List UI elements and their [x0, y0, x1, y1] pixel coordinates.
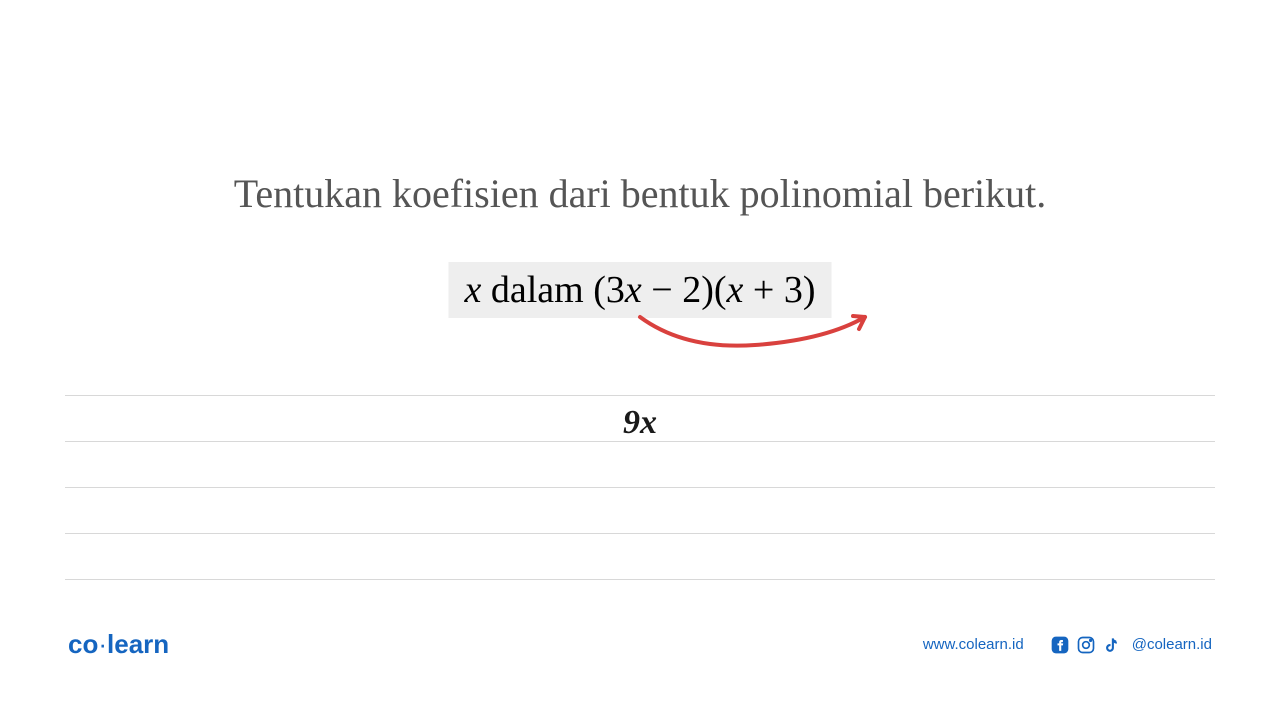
footer: co·learn www.colearn.id	[0, 629, 1280, 660]
website-url: www.colearn.id	[923, 636, 1024, 653]
paper-line	[65, 441, 1215, 487]
social-handle: @colearn.id	[1132, 636, 1212, 653]
paper-line	[65, 533, 1215, 579]
logo-part1: co	[68, 629, 98, 659]
slide-content: Tentukan koefisien dari bentuk polinomia…	[0, 0, 1280, 720]
social-group: @colearn.id	[1050, 635, 1212, 655]
instagram-icon	[1076, 635, 1096, 655]
curve-arrow-icon	[635, 305, 885, 355]
paper-line	[65, 579, 1215, 625]
logo-dot: ·	[98, 629, 107, 659]
tiktok-icon	[1102, 635, 1122, 655]
expr-x: x	[465, 269, 482, 311]
facebook-icon	[1050, 635, 1070, 655]
logo: co·learn	[68, 629, 169, 660]
handwritten-answer: 9x	[623, 404, 657, 442]
question-title: Tentukan koefisien dari bentuk polinomia…	[234, 170, 1047, 217]
expr-word: dalam	[481, 269, 593, 311]
logo-part2: learn	[107, 629, 169, 659]
expr-coef1: 3	[606, 269, 625, 311]
paper-line	[65, 487, 1215, 533]
footer-right: www.colearn.id	[923, 635, 1212, 655]
